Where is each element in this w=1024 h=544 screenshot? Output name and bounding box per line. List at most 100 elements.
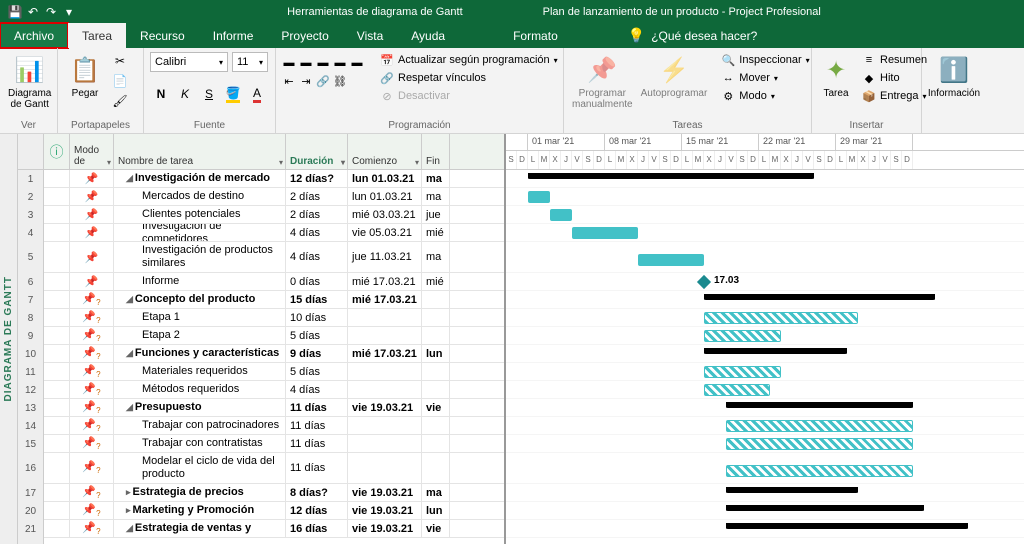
task-button[interactable]: ✦ Tarea xyxy=(818,52,854,101)
underline-button[interactable]: S xyxy=(198,84,220,104)
tell-me-search[interactable]: 💡 ¿Qué desea hacer? xyxy=(612,23,774,48)
gantt-bar[interactable] xyxy=(726,523,968,529)
row-number[interactable]: 12 xyxy=(18,381,44,399)
italic-button[interactable]: K xyxy=(174,84,196,104)
gantt-bar[interactable] xyxy=(704,384,770,396)
gantt-bar[interactable] xyxy=(704,348,847,354)
progress-100-button[interactable]: ▬ xyxy=(350,56,364,70)
row-number[interactable]: 20 xyxy=(18,502,44,520)
gantt-bar[interactable] xyxy=(726,465,913,477)
paste-button[interactable]: 📋 Pegar xyxy=(64,52,106,101)
gantt-bar[interactable] xyxy=(726,420,913,432)
format-painter-button[interactable]: 🖌 xyxy=(110,92,130,110)
row-number[interactable]: 8 xyxy=(18,309,44,327)
row-number[interactable]: 7 xyxy=(18,291,44,309)
gantt-bar[interactable] xyxy=(726,505,924,511)
link-button[interactable]: 🔗 xyxy=(316,74,330,88)
task-row[interactable]: 📌? Materiales requeridos 5 días xyxy=(44,363,504,381)
tab-archivo[interactable]: Archivo xyxy=(0,23,68,48)
schedule-auto-button[interactable]: ⚡ Autoprogramar xyxy=(639,52,710,101)
task-row[interactable]: 📌? Etapa 2 5 días xyxy=(44,327,504,345)
redo-icon[interactable]: ↷ xyxy=(44,5,58,19)
bold-button[interactable]: N xyxy=(150,84,172,104)
collapse-icon[interactable]: ▸ xyxy=(126,487,131,497)
save-icon[interactable]: 💾 xyxy=(8,5,22,19)
progress-50-button[interactable]: ▬ xyxy=(316,56,330,70)
progress-25-button[interactable]: ▬ xyxy=(299,56,313,70)
undo-icon[interactable]: ↶ xyxy=(26,5,40,19)
gantt-bar[interactable] xyxy=(528,191,550,203)
move-button[interactable]: ↔Mover▾ xyxy=(717,70,813,86)
gantt-bar[interactable] xyxy=(704,366,781,378)
tab-informe[interactable]: Informe xyxy=(199,23,268,48)
task-row[interactable]: 📌? ▸Marketing y Promoción 12 días vie 19… xyxy=(44,502,504,520)
col-start[interactable]: Comienzo▾ xyxy=(348,134,422,169)
task-row[interactable]: 📌? Métodos requeridos 4 días xyxy=(44,381,504,399)
row-number[interactable]: 14 xyxy=(18,417,44,435)
row-number[interactable]: 11 xyxy=(18,363,44,381)
font-family-select[interactable]: Calibri▾ xyxy=(150,52,228,72)
task-row[interactable]: 📌 ◢Investigación de mercado 12 días? lun… xyxy=(44,170,504,188)
gantt-bar[interactable] xyxy=(704,330,781,342)
row-number[interactable]: 15 xyxy=(18,435,44,453)
outdent-button[interactable]: ⇤ xyxy=(282,74,296,88)
col-info[interactable]: ⓘ xyxy=(44,134,70,169)
deliverable-button[interactable]: 📦Entrega▾ xyxy=(858,88,931,104)
row-number[interactable]: 4 xyxy=(18,224,44,242)
task-row[interactable]: 📌? ▸Estrategia de precios 8 días? vie 19… xyxy=(44,484,504,502)
gantt-bar[interactable] xyxy=(638,254,704,266)
row-number[interactable]: 5 xyxy=(18,242,44,273)
unlink-button[interactable]: ⛓ xyxy=(333,74,347,88)
col-duration[interactable]: Duración▾ xyxy=(286,134,348,169)
update-schedule-button[interactable]: 📅Actualizar según programación▾ xyxy=(376,52,562,68)
collapse-icon[interactable]: ◢ xyxy=(126,523,133,533)
col-finish[interactable]: Fin xyxy=(422,134,450,169)
task-row[interactable]: 📌 Clientes potenciales 2 días mié 03.03.… xyxy=(44,206,504,224)
task-row[interactable]: 📌? ◢Funciones y características 9 días m… xyxy=(44,345,504,363)
row-number[interactable]: 10 xyxy=(18,345,44,363)
row-number[interactable]: 17 xyxy=(18,484,44,502)
tab-proyecto[interactable]: Proyecto xyxy=(267,23,342,48)
col-mode[interactable]: Modo de▾ xyxy=(70,134,114,169)
task-row[interactable]: 📌 Investigación de productos similares 4… xyxy=(44,242,504,273)
tab-formato[interactable]: Formato xyxy=(499,23,572,48)
collapse-icon[interactable]: ▸ xyxy=(126,505,131,515)
progress-75-button[interactable]: ▬ xyxy=(333,56,347,70)
task-row[interactable]: 📌? Modelar el ciclo de vida del producto… xyxy=(44,453,504,484)
task-row[interactable]: 📌? Etapa 1 10 días xyxy=(44,309,504,327)
gantt-bar[interactable] xyxy=(572,227,638,239)
tab-vista[interactable]: Vista xyxy=(343,23,397,48)
gantt-view-button[interactable]: 📊 Diagrama de Gantt xyxy=(6,52,53,112)
summary-button[interactable]: ≡Resumen xyxy=(858,52,931,68)
collapse-icon[interactable]: ◢ xyxy=(126,402,133,412)
milestone-button[interactable]: ◆Hito xyxy=(858,70,931,86)
progress-0-button[interactable]: ▬ xyxy=(282,56,296,70)
tab-tarea[interactable]: Tarea xyxy=(68,23,126,48)
task-row[interactable]: 📌? ◢Concepto del producto 15 días mié 17… xyxy=(44,291,504,309)
task-row[interactable]: 📌 Investigación de competidores 4 días v… xyxy=(44,224,504,242)
font-size-select[interactable]: 11▾ xyxy=(232,52,268,72)
row-number[interactable]: 3 xyxy=(18,206,44,224)
information-button[interactable]: ℹ️ Información xyxy=(928,52,980,101)
task-row[interactable]: 📌 Informe 0 días mié 17.03.21 mié xyxy=(44,273,504,291)
gantt-bar[interactable] xyxy=(726,487,858,493)
deactivate-button[interactable]: ⊘Desactivar xyxy=(376,88,562,104)
qat-dropdown-icon[interactable]: ▾ xyxy=(62,5,76,19)
col-name[interactable]: Nombre de tarea▾ xyxy=(114,134,286,169)
row-number[interactable]: 21 xyxy=(18,520,44,538)
respect-links-button[interactable]: 🔗Respetar vínculos xyxy=(376,70,562,86)
schedule-manual-button[interactable]: 📌 Programar manualmente xyxy=(570,52,635,112)
tab-ayuda[interactable]: Ayuda xyxy=(397,23,459,48)
collapse-icon[interactable]: ◢ xyxy=(126,173,133,183)
task-row[interactable]: 📌? Trabajar con patrocinadores 11 días xyxy=(44,417,504,435)
gantt-bar[interactable] xyxy=(550,209,572,221)
inspect-button[interactable]: 🔍Inspeccionar▾ xyxy=(717,52,813,68)
gantt-bar[interactable] xyxy=(704,294,935,300)
task-row[interactable]: 📌? Trabajar con contratistas 11 días xyxy=(44,435,504,453)
tab-recurso[interactable]: Recurso xyxy=(126,23,199,48)
gantt-bar[interactable] xyxy=(704,312,858,324)
indent-button[interactable]: ⇥ xyxy=(299,74,313,88)
copy-button[interactable]: 📄 xyxy=(110,72,130,90)
row-number[interactable]: 9 xyxy=(18,327,44,345)
cut-button[interactable]: ✂ xyxy=(110,52,130,70)
